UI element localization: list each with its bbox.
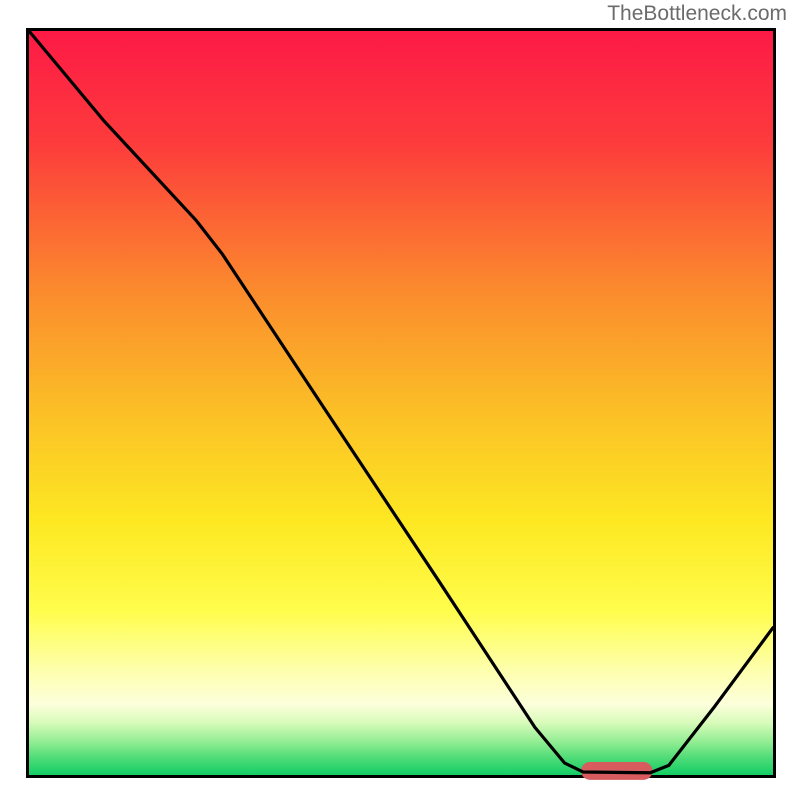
attribution-text: TheBottleneck.com <box>607 2 787 26</box>
gradient-background <box>29 31 773 775</box>
chart-frame: TheBottleneck.com <box>0 0 800 800</box>
plot-svg <box>29 31 773 775</box>
